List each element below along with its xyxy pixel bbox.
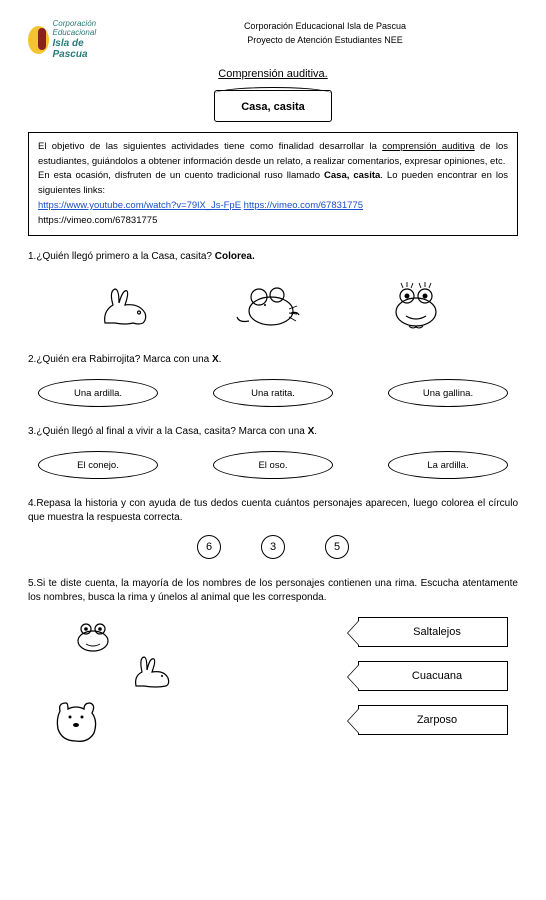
q5-bear-icon[interactable] [48,697,103,750]
header-line1: Corporación Educacional Isla de Pascua [132,20,518,34]
mouse-icon[interactable] [233,278,313,333]
q5-frog-icon[interactable] [68,617,118,660]
header-text: Corporación Educacional Isla de Pascua P… [132,18,518,47]
header-line2: Proyecto de Atención Estudiantes NEE [132,34,518,48]
question-3: 3.¿Quién llegó al final a vivir a la Cas… [28,425,518,439]
q2-text: ¿Quién era Rabirrojita? Marca con una [36,354,212,365]
banner-wrap: Casa, casita [28,90,518,122]
q2-options: Una ardilla. Una ratita. Una gallina. [28,375,518,415]
q5-names-col: Saltalejos Cuacuana Zarposo [358,617,508,747]
q2-option-ratita[interactable]: Una ratita. [213,379,333,407]
story-title-banner: Casa, casita [214,90,332,122]
q4-circle-6[interactable]: 6 [197,535,221,559]
q2-option-gallina[interactable]: Una gallina. [388,379,508,407]
link-youtube[interactable]: https://www.youtube.com/watch?v=79lX_Js-… [38,200,241,211]
school-logo: Corporación Educacional Isla de Pascua [28,18,118,62]
q1-text: ¿Quién llegó primero a la Casa, casita? [36,251,214,262]
link-vimeo-plain: https://vimeo.com/67831775 [38,215,157,226]
name-tag-saltalejos[interactable]: Saltalejos [358,617,508,647]
link-vimeo[interactable]: https://vimeo.com/67831775 [244,200,363,211]
q5-content: Saltalejos Cuacuana Zarposo [28,613,518,747]
q4-circles: 6 3 5 [28,533,518,567]
q1-animals-row [28,272,518,343]
objective-box: El objetivo de las siguientes actividade… [28,132,518,236]
name-tag-zarposo[interactable]: Zarposo [358,705,508,735]
logo-line2: Isla de Pascua [53,38,118,60]
obj-p1a: El objetivo de las siguientes actividade… [38,141,382,152]
question-4: 4.Repasa la historia y con ayuda de tus … [28,497,518,525]
q3-tail: . [314,426,317,437]
rabbit-icon[interactable] [90,278,170,333]
question-2: 2.¿Quién era Rabirrojita? Marca con una … [28,353,518,367]
q2-bold: X [212,354,219,365]
q4-circle-3[interactable]: 3 [261,535,285,559]
name-tag-cuacuana[interactable]: Cuacuana [358,661,508,691]
page-title: Comprensión auditiva. [28,68,518,80]
q2-option-ardilla[interactable]: Una ardilla. [38,379,158,407]
q5-rabbit-icon[interactable] [128,652,183,695]
question-1: 1.¿Quién llegó primero a la Casa, casita… [28,250,518,264]
logo-figure-icon [38,28,46,50]
q5-text: Si te diste cuenta, la mayoría de los no… [28,578,518,603]
q3-options: El conejo. El oso. La ardilla. [28,447,518,487]
header: Corporación Educacional Isla de Pascua C… [28,18,518,62]
q5-animals-col [38,617,338,747]
obj-p2b: Casa, casita [324,170,380,181]
q1-bold: Colorea. [215,251,255,262]
frog-icon[interactable] [376,278,456,333]
q3-option-oso[interactable]: El oso. [213,451,333,479]
q3-option-ardilla[interactable]: La ardilla. [388,451,508,479]
q4-circle-5[interactable]: 5 [325,535,349,559]
logo-text: Corporación Educacional Isla de Pascua [53,20,118,60]
q3-text: ¿Quién llegó al final a vivir a la Casa,… [36,426,307,437]
q4-text: Repasa la historia y con ayuda de tus de… [28,498,518,523]
obj-p1u: comprensión auditiva [382,141,474,152]
q3-option-conejo[interactable]: El conejo. [38,451,158,479]
logo-line1: Corporación Educacional [53,20,118,38]
question-5: 5.Si te diste cuenta, la mayoría de los … [28,577,518,605]
obj-p2a: En esta ocasión, disfruten de un cuento … [38,170,324,181]
logo-sun-icon [28,26,49,54]
q2-tail: . [219,354,222,365]
